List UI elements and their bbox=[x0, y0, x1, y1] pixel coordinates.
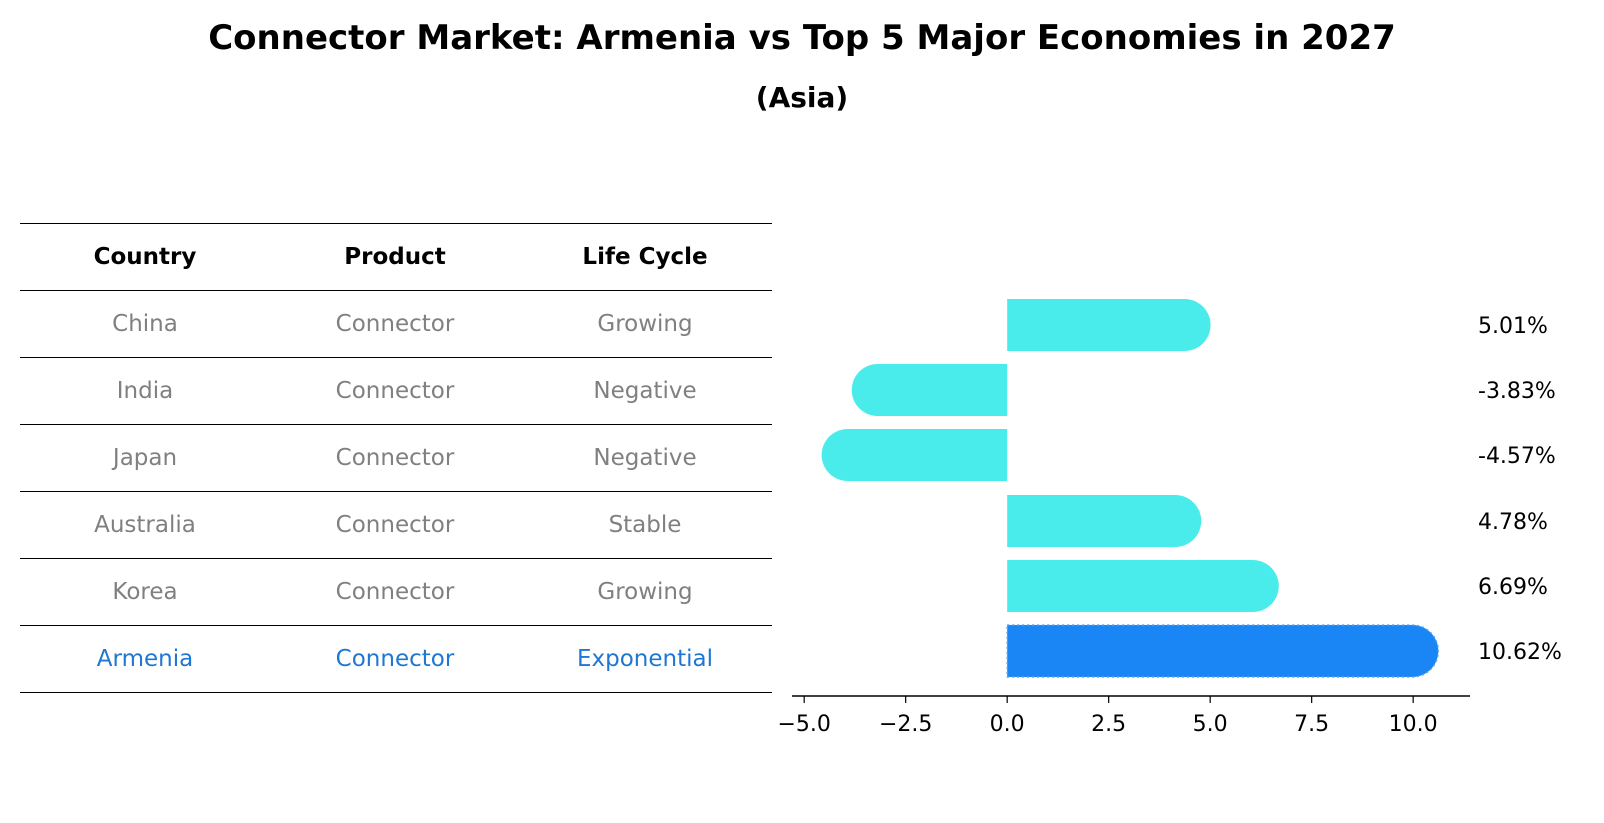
table-row: Japan Connector Negative bbox=[20, 424, 772, 491]
x-tick-label: 10.0 bbox=[1389, 712, 1438, 737]
header-product: Product bbox=[344, 244, 446, 270]
x-tick-label: −5.0 bbox=[777, 712, 830, 737]
cell-country: China bbox=[112, 311, 178, 337]
bar-india bbox=[851, 364, 1008, 416]
cell-product: Connector bbox=[335, 646, 455, 672]
bar-australia bbox=[1007, 495, 1202, 547]
bar-japan bbox=[821, 429, 1008, 481]
cell-product: Connector bbox=[335, 579, 455, 605]
x-tick-label: 0.0 bbox=[990, 712, 1025, 737]
value-label: 6.69% bbox=[1478, 575, 1548, 600]
cell-life-cycle: Exponential bbox=[576, 646, 713, 672]
table-row: Australia Connector Stable bbox=[20, 491, 772, 558]
bar-armenia bbox=[1006, 624, 1440, 678]
table-row-highlight: Armenia Connector Exponential bbox=[20, 625, 772, 693]
cell-product: Connector bbox=[335, 445, 455, 471]
value-label: 4.78% bbox=[1478, 510, 1548, 535]
cell-life-cycle: Negative bbox=[593, 445, 697, 471]
header-life-cycle: Life Cycle bbox=[582, 244, 708, 270]
cell-country: Armenia bbox=[96, 646, 194, 672]
cell-country: Japan bbox=[112, 445, 178, 471]
x-tick-label: 5.0 bbox=[1193, 712, 1228, 737]
header-country: Country bbox=[93, 244, 197, 270]
table-header-row: Country Product Life Cycle bbox=[20, 223, 772, 290]
chart-subtitle: (Asia) bbox=[755, 81, 849, 114]
cell-country: India bbox=[116, 378, 174, 404]
cell-product: Connector bbox=[335, 378, 455, 404]
table-row: India Connector Negative bbox=[20, 357, 772, 424]
value-label: -3.83% bbox=[1478, 379, 1556, 404]
chart-title: Connector Market: Armenia vs Top 5 Major… bbox=[208, 18, 1396, 58]
country-table: Country Product Life Cycle China Connect… bbox=[20, 223, 772, 693]
table-row: Korea Connector Growing bbox=[20, 558, 772, 625]
cell-life-cycle: Growing bbox=[597, 311, 693, 337]
cell-life-cycle: Stable bbox=[608, 512, 682, 538]
table-row: China Connector Growing bbox=[20, 290, 772, 357]
value-label: -4.57% bbox=[1478, 444, 1556, 469]
cell-product: Connector bbox=[335, 512, 455, 538]
cell-life-cycle: Growing bbox=[597, 579, 693, 605]
x-tick-label: 7.5 bbox=[1294, 712, 1329, 737]
bar-korea bbox=[1007, 560, 1279, 612]
cell-country: Australia bbox=[94, 512, 196, 538]
cell-country: Korea bbox=[112, 579, 178, 605]
bar-china bbox=[1007, 299, 1211, 351]
value-label: 10.62% bbox=[1478, 640, 1562, 665]
cell-life-cycle: Negative bbox=[593, 378, 697, 404]
x-tick-label: −2.5 bbox=[879, 712, 932, 737]
x-tick-label: 2.5 bbox=[1091, 712, 1126, 737]
cell-product: Connector bbox=[335, 311, 455, 337]
value-label: 5.01% bbox=[1478, 314, 1548, 339]
